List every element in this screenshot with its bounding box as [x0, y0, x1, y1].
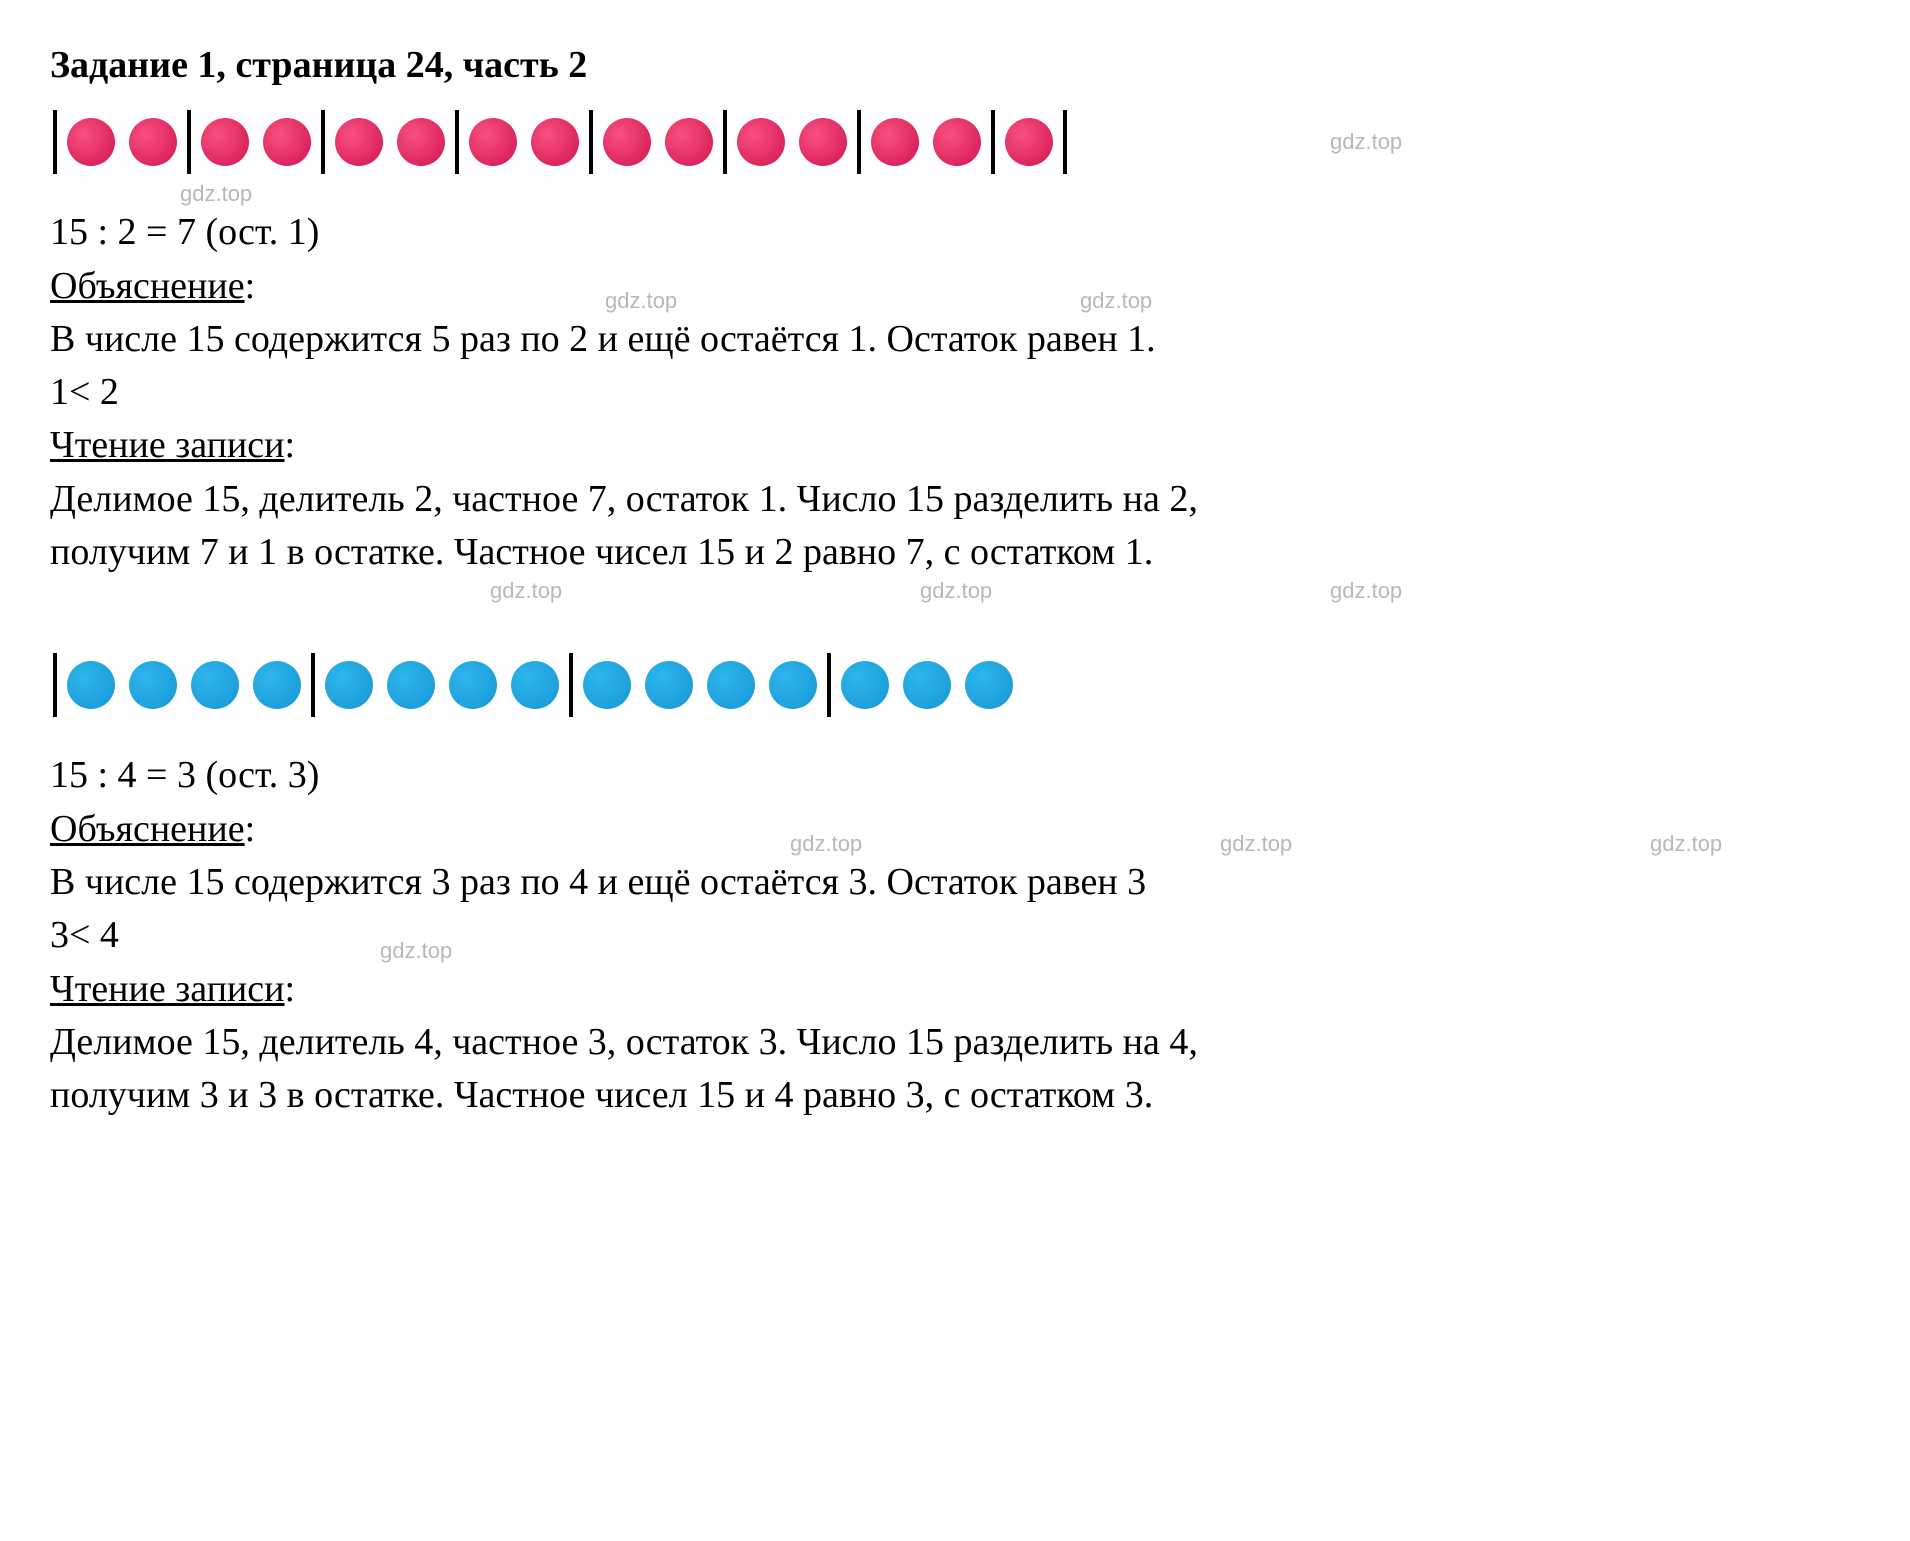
explanation-label: Объяснение	[50, 265, 245, 307]
part1-container: gdz.top gdz.top 15 : 2 = 7 (ост. 1) Объя…	[50, 107, 1860, 578]
blue-dot	[387, 661, 435, 709]
red-dot	[129, 118, 177, 166]
reading-line: получим 7 и 1 в остатке. Частное чисел 1…	[50, 527, 1860, 578]
red-dot	[397, 118, 445, 166]
explanation-line: В числе 15 содержится 3 раз по 4 и ещё о…	[50, 857, 1860, 908]
red-dot	[603, 118, 651, 166]
colon: :	[245, 808, 256, 850]
blue-dot	[707, 661, 755, 709]
blue-dot	[841, 661, 889, 709]
group-separator	[857, 110, 861, 174]
explanation-line: 3< 4	[50, 910, 1860, 961]
blue-dots-row	[50, 650, 1860, 720]
equation-text: 15 : 4 = 3 (ост. 3)	[50, 750, 1860, 801]
blue-dot	[903, 661, 951, 709]
red-dots-row: gdz.top	[50, 107, 1860, 177]
equation-text: 15 : 2 = 7 (ост. 1)	[50, 207, 1860, 258]
reading-line: Делимое 15, делитель 2, частное 7, остат…	[50, 474, 1860, 525]
explanation-line: 1< 2	[50, 367, 1860, 418]
blue-dot	[645, 661, 693, 709]
red-dot	[469, 118, 517, 166]
red-dot	[201, 118, 249, 166]
reading-label: Чтение записи	[50, 968, 284, 1010]
red-dot	[263, 118, 311, 166]
blue-dot	[191, 661, 239, 709]
red-dot	[737, 118, 785, 166]
blue-dot	[67, 661, 115, 709]
red-dot	[531, 118, 579, 166]
red-dot	[1005, 118, 1053, 166]
group-separator	[187, 110, 191, 174]
explanation-heading: Объяснение:	[50, 804, 1860, 855]
group-separator	[455, 110, 459, 174]
reading-heading: Чтение записи:	[50, 964, 1860, 1015]
red-dot	[933, 118, 981, 166]
blue-dot	[449, 661, 497, 709]
blue-dot	[769, 661, 817, 709]
red-dot	[799, 118, 847, 166]
explanation-line: В числе 15 содержится 5 раз по 2 и ещё о…	[50, 314, 1860, 365]
part2-container: 15 : 4 = 3 (ост. 3) Объяснение: gdz.top …	[50, 650, 1860, 1121]
group-separator	[569, 653, 573, 717]
group-separator	[589, 110, 593, 174]
group-separator	[53, 110, 57, 174]
blue-dot	[325, 661, 373, 709]
blue-dot	[965, 661, 1013, 709]
group-separator	[311, 653, 315, 717]
group-separator	[53, 653, 57, 717]
blue-dot	[129, 661, 177, 709]
red-dot	[335, 118, 383, 166]
red-dot	[67, 118, 115, 166]
explanation-heading: Объяснение:	[50, 261, 1860, 312]
explanation-label: Объяснение	[50, 808, 245, 850]
reading-line: Делимое 15, делитель 4, частное 3, остат…	[50, 1017, 1860, 1068]
watermark-text: gdz.top	[180, 179, 252, 209]
colon: :	[284, 968, 295, 1010]
reading-line: получим 3 и 3 в остатке. Частное чисел 1…	[50, 1070, 1860, 1121]
group-separator	[991, 110, 995, 174]
watermark-text: gdz.top	[1330, 127, 1402, 157]
blue-dot	[583, 661, 631, 709]
blue-dot	[253, 661, 301, 709]
reading-heading: Чтение записи:	[50, 420, 1860, 471]
group-separator	[827, 653, 831, 717]
group-separator	[1063, 110, 1067, 174]
blue-dot	[511, 661, 559, 709]
group-separator	[321, 110, 325, 174]
reading-label: Чтение записи	[50, 424, 284, 466]
page-title: Задание 1, страница 24, часть 2	[50, 40, 1860, 91]
red-dot	[871, 118, 919, 166]
red-dot	[665, 118, 713, 166]
colon: :	[245, 265, 256, 307]
group-separator	[723, 110, 727, 174]
colon: :	[284, 424, 295, 466]
